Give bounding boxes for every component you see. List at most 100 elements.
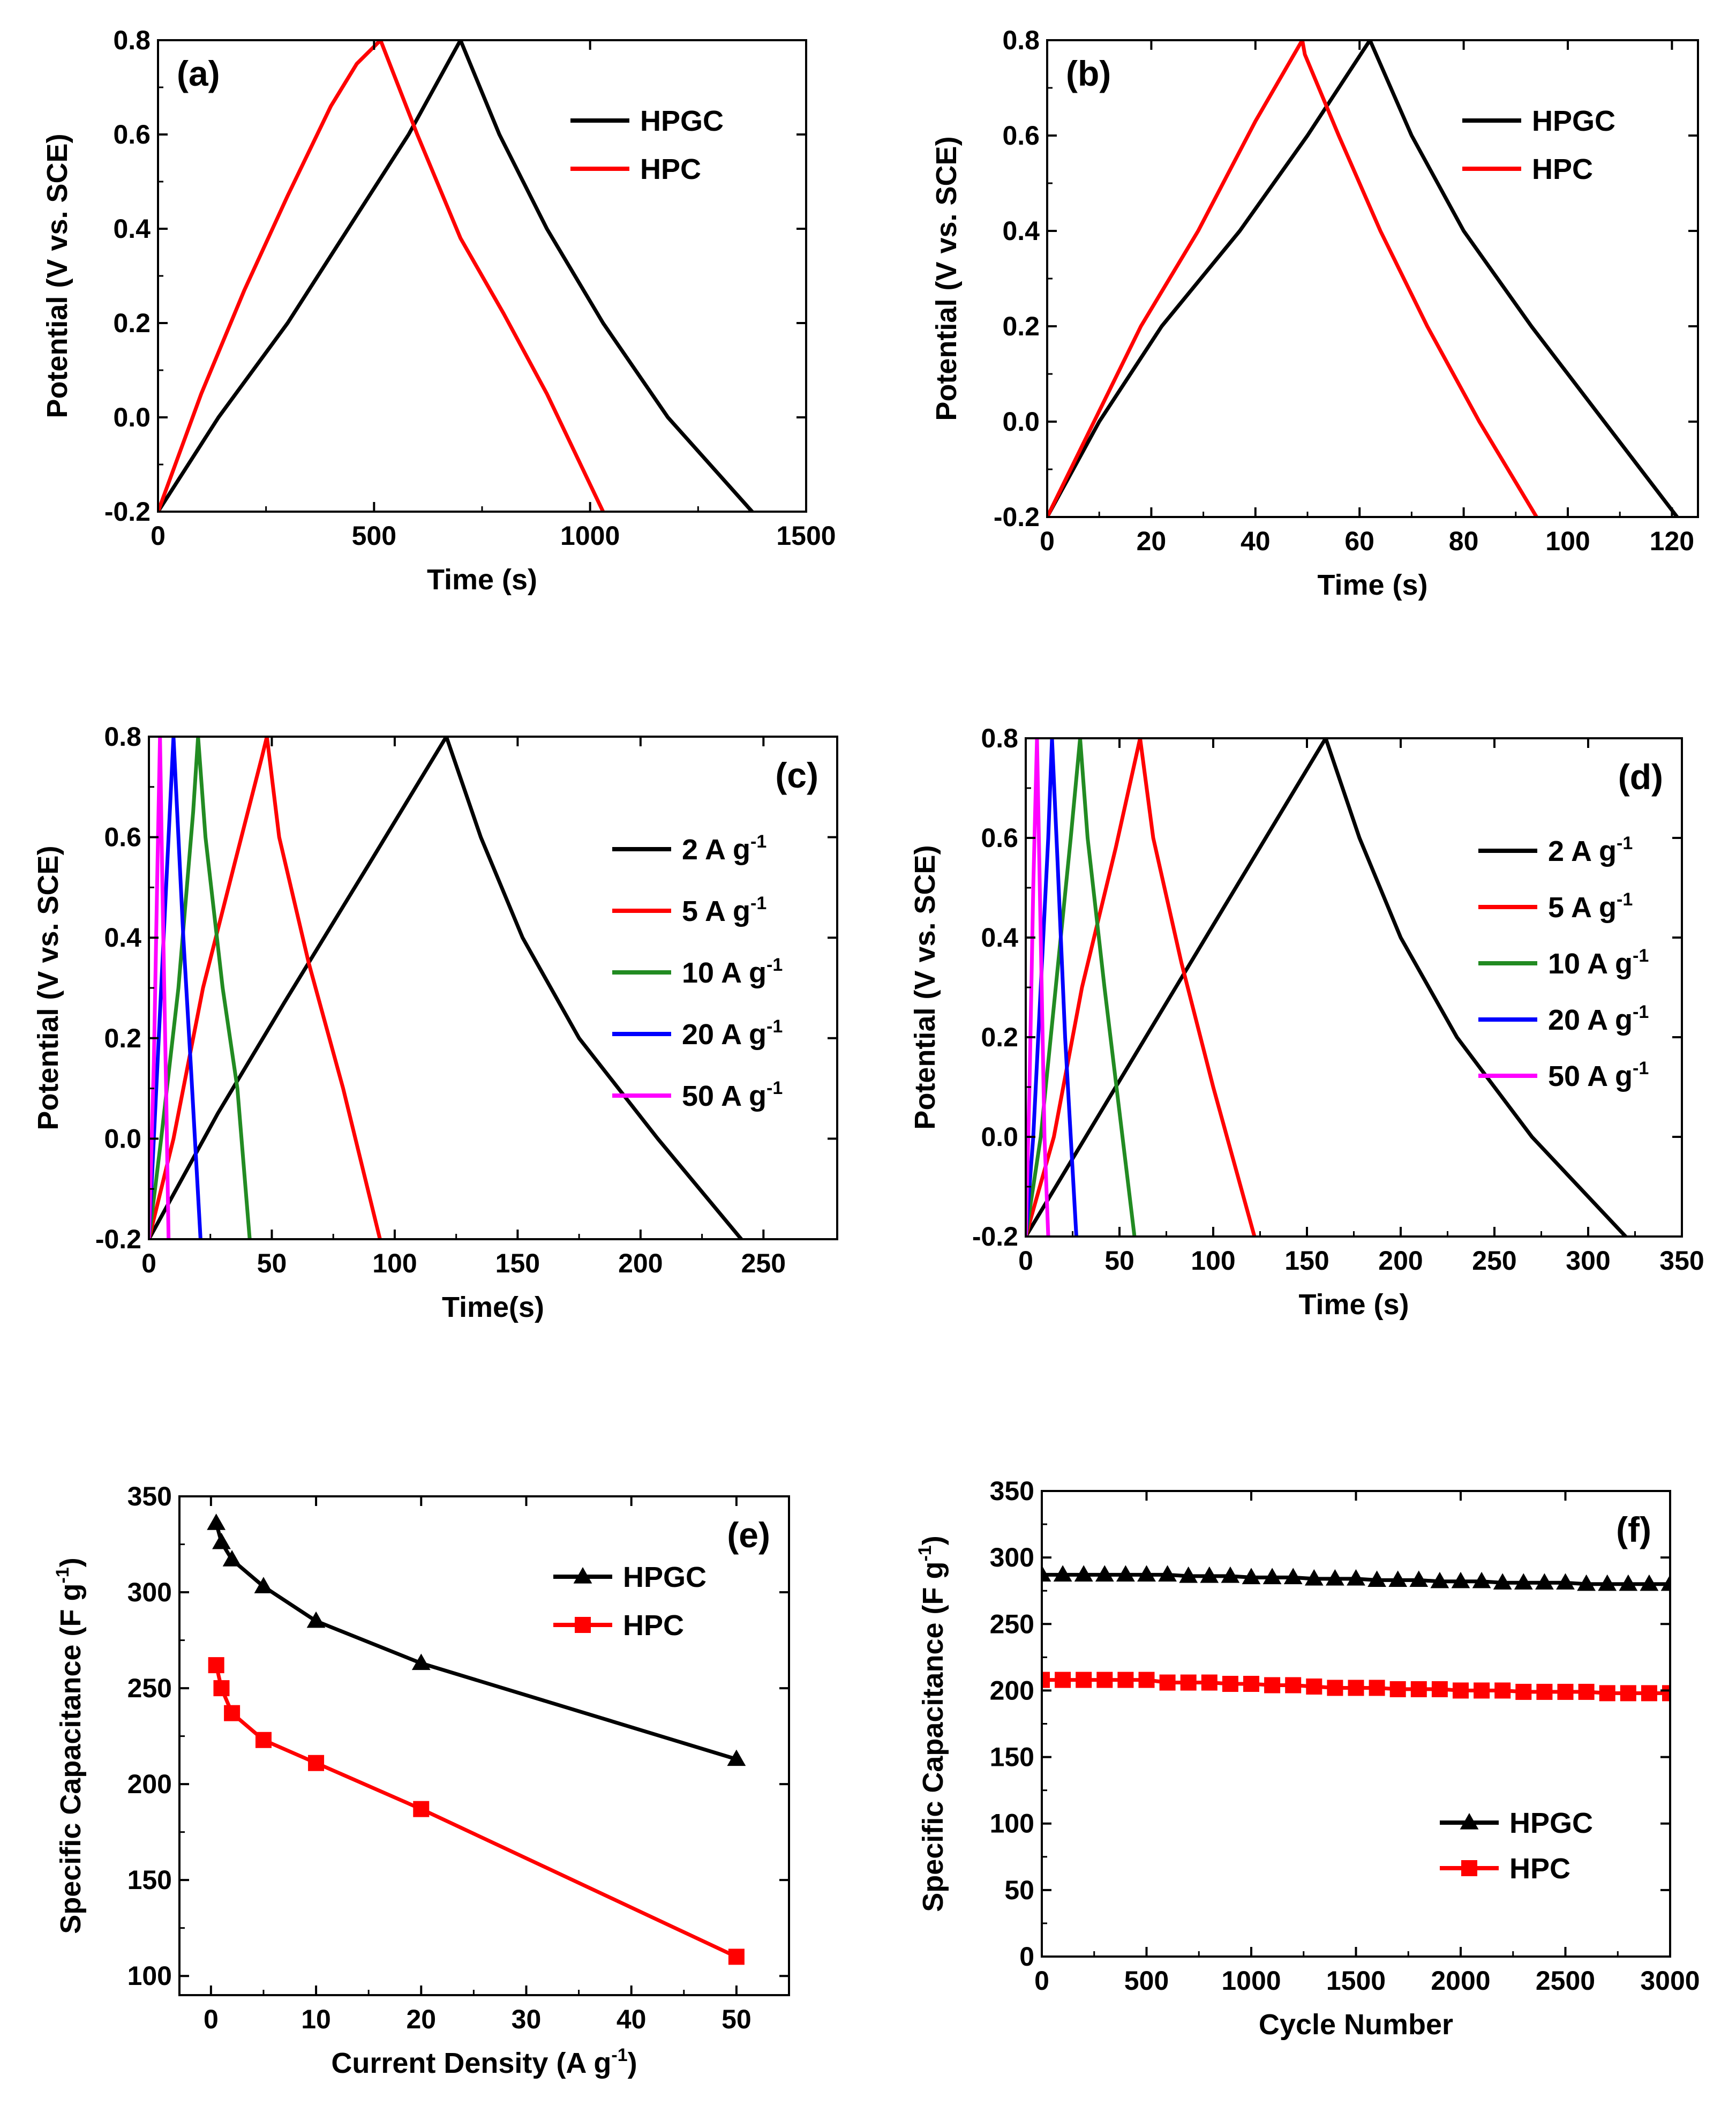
- series-group-d: [1026, 738, 1628, 1237]
- y-axis-label-e-end: ): [55, 1557, 87, 1567]
- legend-marker-e-0: [573, 1567, 592, 1584]
- data-point-f-0-25: [1556, 1573, 1575, 1590]
- data-point-e-0-0: [207, 1513, 226, 1530]
- y-axis-label-f-sup: -1: [915, 1545, 935, 1561]
- data-point-f-1-29: [1641, 1685, 1657, 1702]
- legend-label-d-2: 10 A g-1: [1548, 946, 1649, 980]
- y-tick-label-e-3: 250: [127, 1673, 172, 1703]
- x-tick-label-f-1: 500: [1124, 1966, 1169, 1996]
- x-tick-label-b-3: 60: [1344, 526, 1374, 556]
- x-tick-label-f-6: 3000: [1640, 1966, 1700, 1996]
- data-point-f-1-16: [1369, 1680, 1385, 1696]
- legend-marker-e-1: [575, 1617, 591, 1633]
- y-axis-label-e-sup: -1: [52, 1567, 73, 1583]
- data-point-f-1-18: [1410, 1681, 1427, 1697]
- y-tick-label-a-1: 0.0: [113, 402, 151, 432]
- y-axis-label-f: Specific Capacitance (F g-1): [915, 1535, 949, 1912]
- y-tick-label-d-2: 0.2: [981, 1022, 1018, 1052]
- x-axis-label-c: Time(s): [442, 1291, 544, 1323]
- x-tick-label-b-2: 40: [1241, 526, 1271, 556]
- data-point-f-0-11: [1262, 1568, 1282, 1584]
- series-line-b-0: [1047, 40, 1679, 517]
- y-tick-label-d-5: 0.8: [981, 723, 1018, 753]
- legend-label-e-0: HPGC: [623, 1561, 707, 1593]
- y-tick-label-a-0: -0.2: [104, 497, 151, 527]
- legend-label-d-0-sup: -1: [1617, 833, 1633, 853]
- y-tick-label-e-1: 150: [127, 1865, 172, 1895]
- y-tick-label-f-6: 300: [990, 1542, 1034, 1572]
- data-point-e-1-3: [255, 1732, 272, 1748]
- x-tick-label-f-2: 1000: [1221, 1966, 1281, 1996]
- y-tick-label-f-0: 0: [1019, 1942, 1034, 1972]
- x-axis-label-f: Cycle Number: [1259, 2009, 1453, 2041]
- legend-label-d-3-sup: -1: [1633, 1002, 1649, 1022]
- x-tick-label-e-3: 30: [512, 2004, 542, 2034]
- data-point-f-1-17: [1389, 1681, 1406, 1697]
- x-tick-label-a-3: 1500: [776, 521, 836, 551]
- x-tick-label-d-6: 300: [1566, 1246, 1610, 1276]
- data-point-f-1-13: [1306, 1678, 1322, 1695]
- data-point-f-1-21: [1474, 1682, 1490, 1699]
- data-point-f-0-12: [1283, 1568, 1303, 1584]
- x-axis-label-d: Time (s): [1298, 1288, 1409, 1321]
- data-point-e-1-5: [413, 1801, 430, 1817]
- y-axis-label-a: Potential (V vs. SCE): [41, 133, 73, 418]
- data-point-f-1-24: [1536, 1683, 1553, 1700]
- y-tick-label-a-3: 0.4: [113, 214, 151, 244]
- data-point-f-0-21: [1472, 1571, 1491, 1589]
- y-axis-label-b: Potential (V vs. SCE): [930, 136, 963, 421]
- series-group-a: [158, 40, 754, 512]
- panel-label-a: (a): [177, 54, 220, 93]
- y-tick-label-c-2: 0.2: [104, 1023, 141, 1053]
- y-axis-label-f-main: Specific Capacitance (F g: [917, 1562, 949, 1912]
- data-point-f-1-9: [1222, 1676, 1238, 1692]
- panel-b: 0 20 40 60 80 100 120 -0.2 0.0 0.2 0.4 0.6 0.8 Time (…: [930, 25, 1699, 601]
- data-point-e-1-0: [208, 1657, 224, 1674]
- data-point-f-1-12: [1285, 1677, 1302, 1694]
- legend-label-c-3-sup: -1: [766, 1016, 783, 1037]
- data-point-e-0-5: [411, 1653, 431, 1670]
- y-tick-label-f-7: 350: [990, 1476, 1034, 1506]
- y-tick-label-d-0: -0.2: [972, 1222, 1018, 1252]
- panel-f: 0 500 1000 1500 2000 2500 3000 0 50 100 150 200 250 3…: [915, 1476, 1700, 2041]
- panel-a: 0 500 1000 1500 -0.2 0.0 0.2 0.4 0.6 0.8 Time (s) P…: [41, 25, 836, 596]
- y-tick-label-c-5: 0.8: [104, 722, 141, 752]
- data-point-f-0-3: [1095, 1565, 1114, 1582]
- y-tick-label-d-1: 0.0: [981, 1122, 1018, 1152]
- y-tick-label-c-4: 0.6: [104, 822, 141, 852]
- data-point-e-1-1: [213, 1680, 230, 1697]
- data-point-f-1-6: [1159, 1674, 1176, 1691]
- legend-f: HPGC HPC: [1440, 1807, 1593, 1885]
- x-tick-label-e-1: 10: [301, 2004, 331, 2034]
- data-point-f-1-22: [1494, 1682, 1511, 1699]
- data-point-f-1-2: [1076, 1672, 1092, 1688]
- x-tick-label-c-1: 50: [257, 1248, 287, 1278]
- data-point-f-1-3: [1096, 1672, 1113, 1688]
- data-point-e-1-4: [308, 1755, 325, 1771]
- y-tick-label-b-4: 0.6: [1002, 121, 1040, 151]
- data-point-f-1-26: [1578, 1683, 1595, 1700]
- data-point-f-0-14: [1326, 1569, 1344, 1586]
- series-line-a-1: [158, 40, 605, 512]
- plot-frame-f: [1041, 1490, 1671, 1958]
- x-tick-label-e-2: 20: [406, 2004, 436, 2034]
- y-tick-label-b-0: -0.2: [994, 502, 1040, 532]
- series-line-a-0: [158, 40, 754, 512]
- x-tick-label-c-0: 0: [141, 1248, 156, 1278]
- y-axis-label-f-end: ): [917, 1535, 949, 1545]
- x-tick-label-f-3: 1500: [1326, 1966, 1386, 1996]
- legend-label-a-1: HPC: [640, 153, 701, 185]
- data-point-f-1-20: [1453, 1682, 1469, 1699]
- data-point-f-0-13: [1304, 1569, 1324, 1586]
- data-point-e-0-6: [727, 1749, 746, 1766]
- y-tick-label-a-2: 0.2: [113, 308, 151, 338]
- x-tick-label-c-5: 250: [741, 1248, 786, 1278]
- x-tick-label-d-5: 250: [1472, 1246, 1516, 1276]
- legend-label-c-2: 10 A g-1: [682, 955, 783, 989]
- y-tick-label-e-2: 200: [127, 1769, 172, 1799]
- series-line-c-4: [149, 737, 171, 1239]
- data-point-f-0-9: [1221, 1566, 1240, 1583]
- x-tick-label-d-2: 100: [1191, 1246, 1235, 1276]
- y-tick-label-b-1: 0.0: [1002, 407, 1040, 437]
